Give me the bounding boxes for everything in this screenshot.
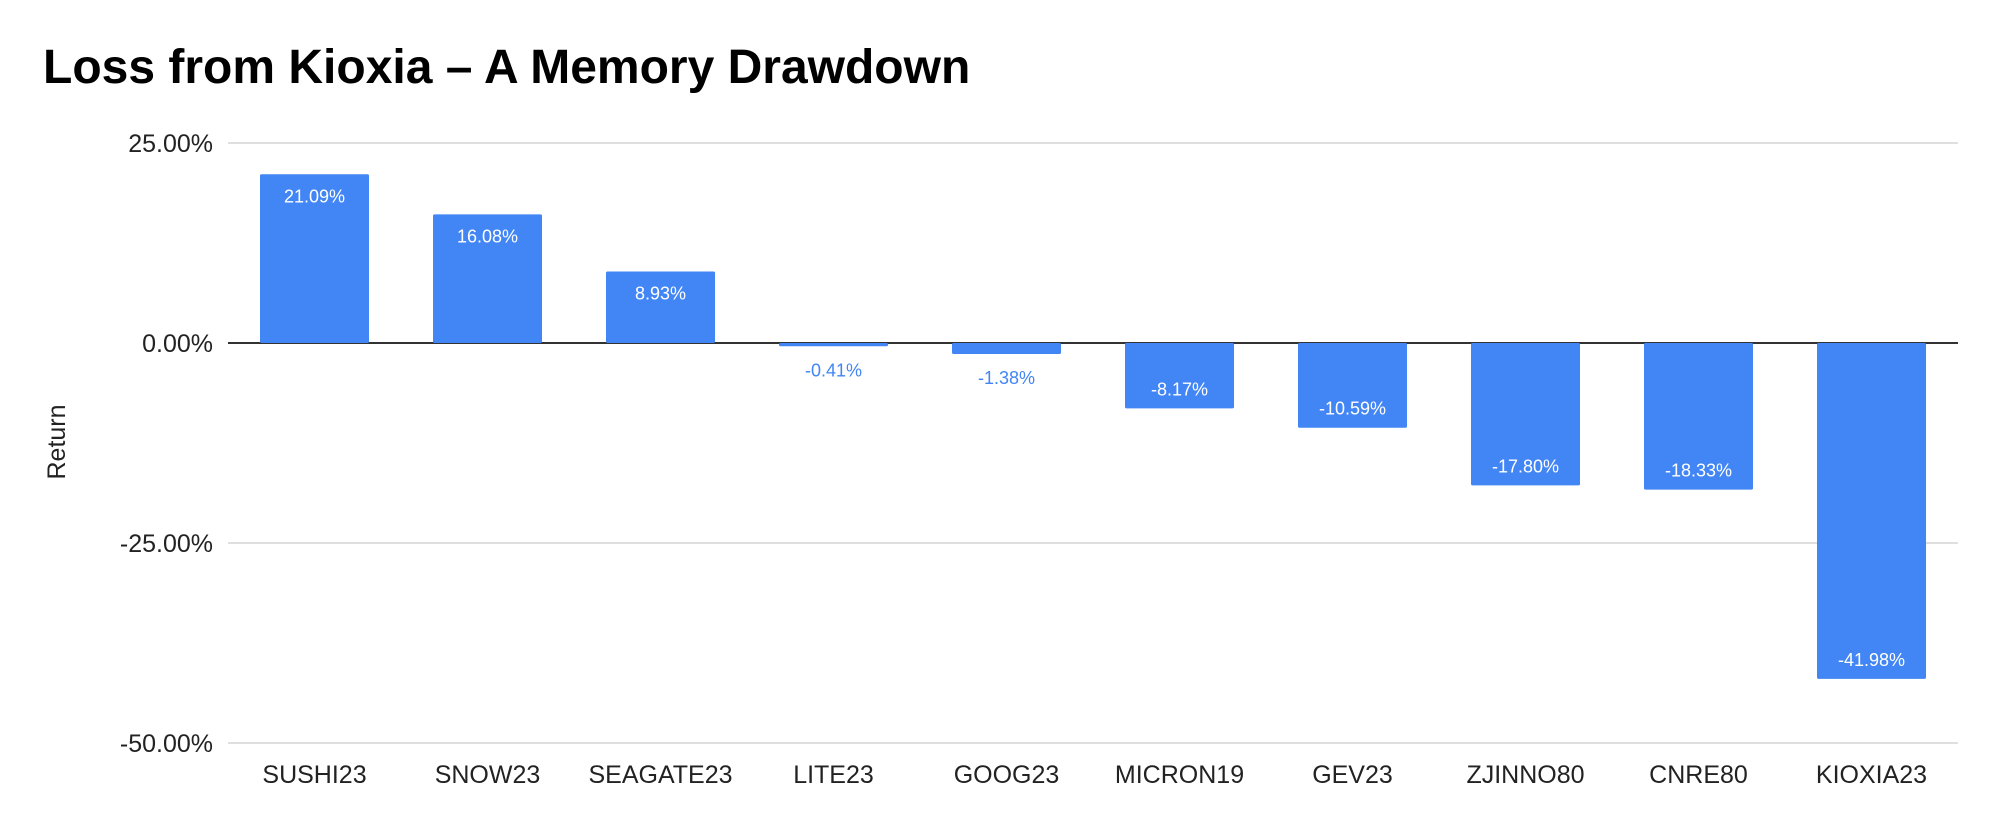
- data-label: -17.80%: [1492, 456, 1559, 476]
- y-tick-label: -25.00%: [120, 530, 213, 558]
- data-label: 8.93%: [635, 284, 686, 304]
- data-label: 16.08%: [457, 226, 518, 246]
- data-label: -8.17%: [1151, 379, 1208, 399]
- y-tick-label: 25.00%: [128, 130, 213, 158]
- x-tick-label: MICRON19: [1115, 761, 1244, 789]
- data-label: 21.09%: [284, 186, 345, 206]
- bar: [1644, 343, 1753, 490]
- data-label: -0.41%: [805, 360, 862, 380]
- x-tick-label: ZJINNO80: [1466, 761, 1584, 789]
- y-tick-label: 0.00%: [142, 330, 213, 358]
- bar: [779, 343, 888, 347]
- bar: [1817, 343, 1926, 679]
- x-tick-label: SUSHI23: [262, 761, 366, 789]
- y-tick-label: -50.00%: [120, 730, 213, 758]
- data-label: -18.33%: [1665, 461, 1732, 481]
- bar: [433, 214, 542, 343]
- bar: [1125, 343, 1234, 409]
- chart-title: Loss from Kioxia – A Memory Drawdown: [43, 41, 971, 94]
- bar: [1298, 343, 1407, 428]
- data-label: -10.59%: [1319, 399, 1386, 419]
- bar: [952, 343, 1061, 355]
- bar: [260, 174, 369, 343]
- data-label: -41.98%: [1838, 650, 1905, 670]
- x-tick-label: CNRE80: [1649, 761, 1748, 789]
- x-tick-label: GOOG23: [954, 761, 1060, 789]
- x-tick-label: SNOW23: [435, 761, 541, 789]
- x-tick-label: SEAGATE23: [588, 761, 732, 789]
- x-tick-label: KIOXIA23: [1816, 761, 1927, 789]
- bar: [606, 271, 715, 343]
- y-axis-label: Return: [43, 404, 71, 479]
- bar: [1471, 343, 1580, 486]
- x-tick-label: GEV23: [1312, 761, 1393, 789]
- data-label: -1.38%: [978, 368, 1035, 388]
- x-tick-label: LITE23: [793, 761, 874, 789]
